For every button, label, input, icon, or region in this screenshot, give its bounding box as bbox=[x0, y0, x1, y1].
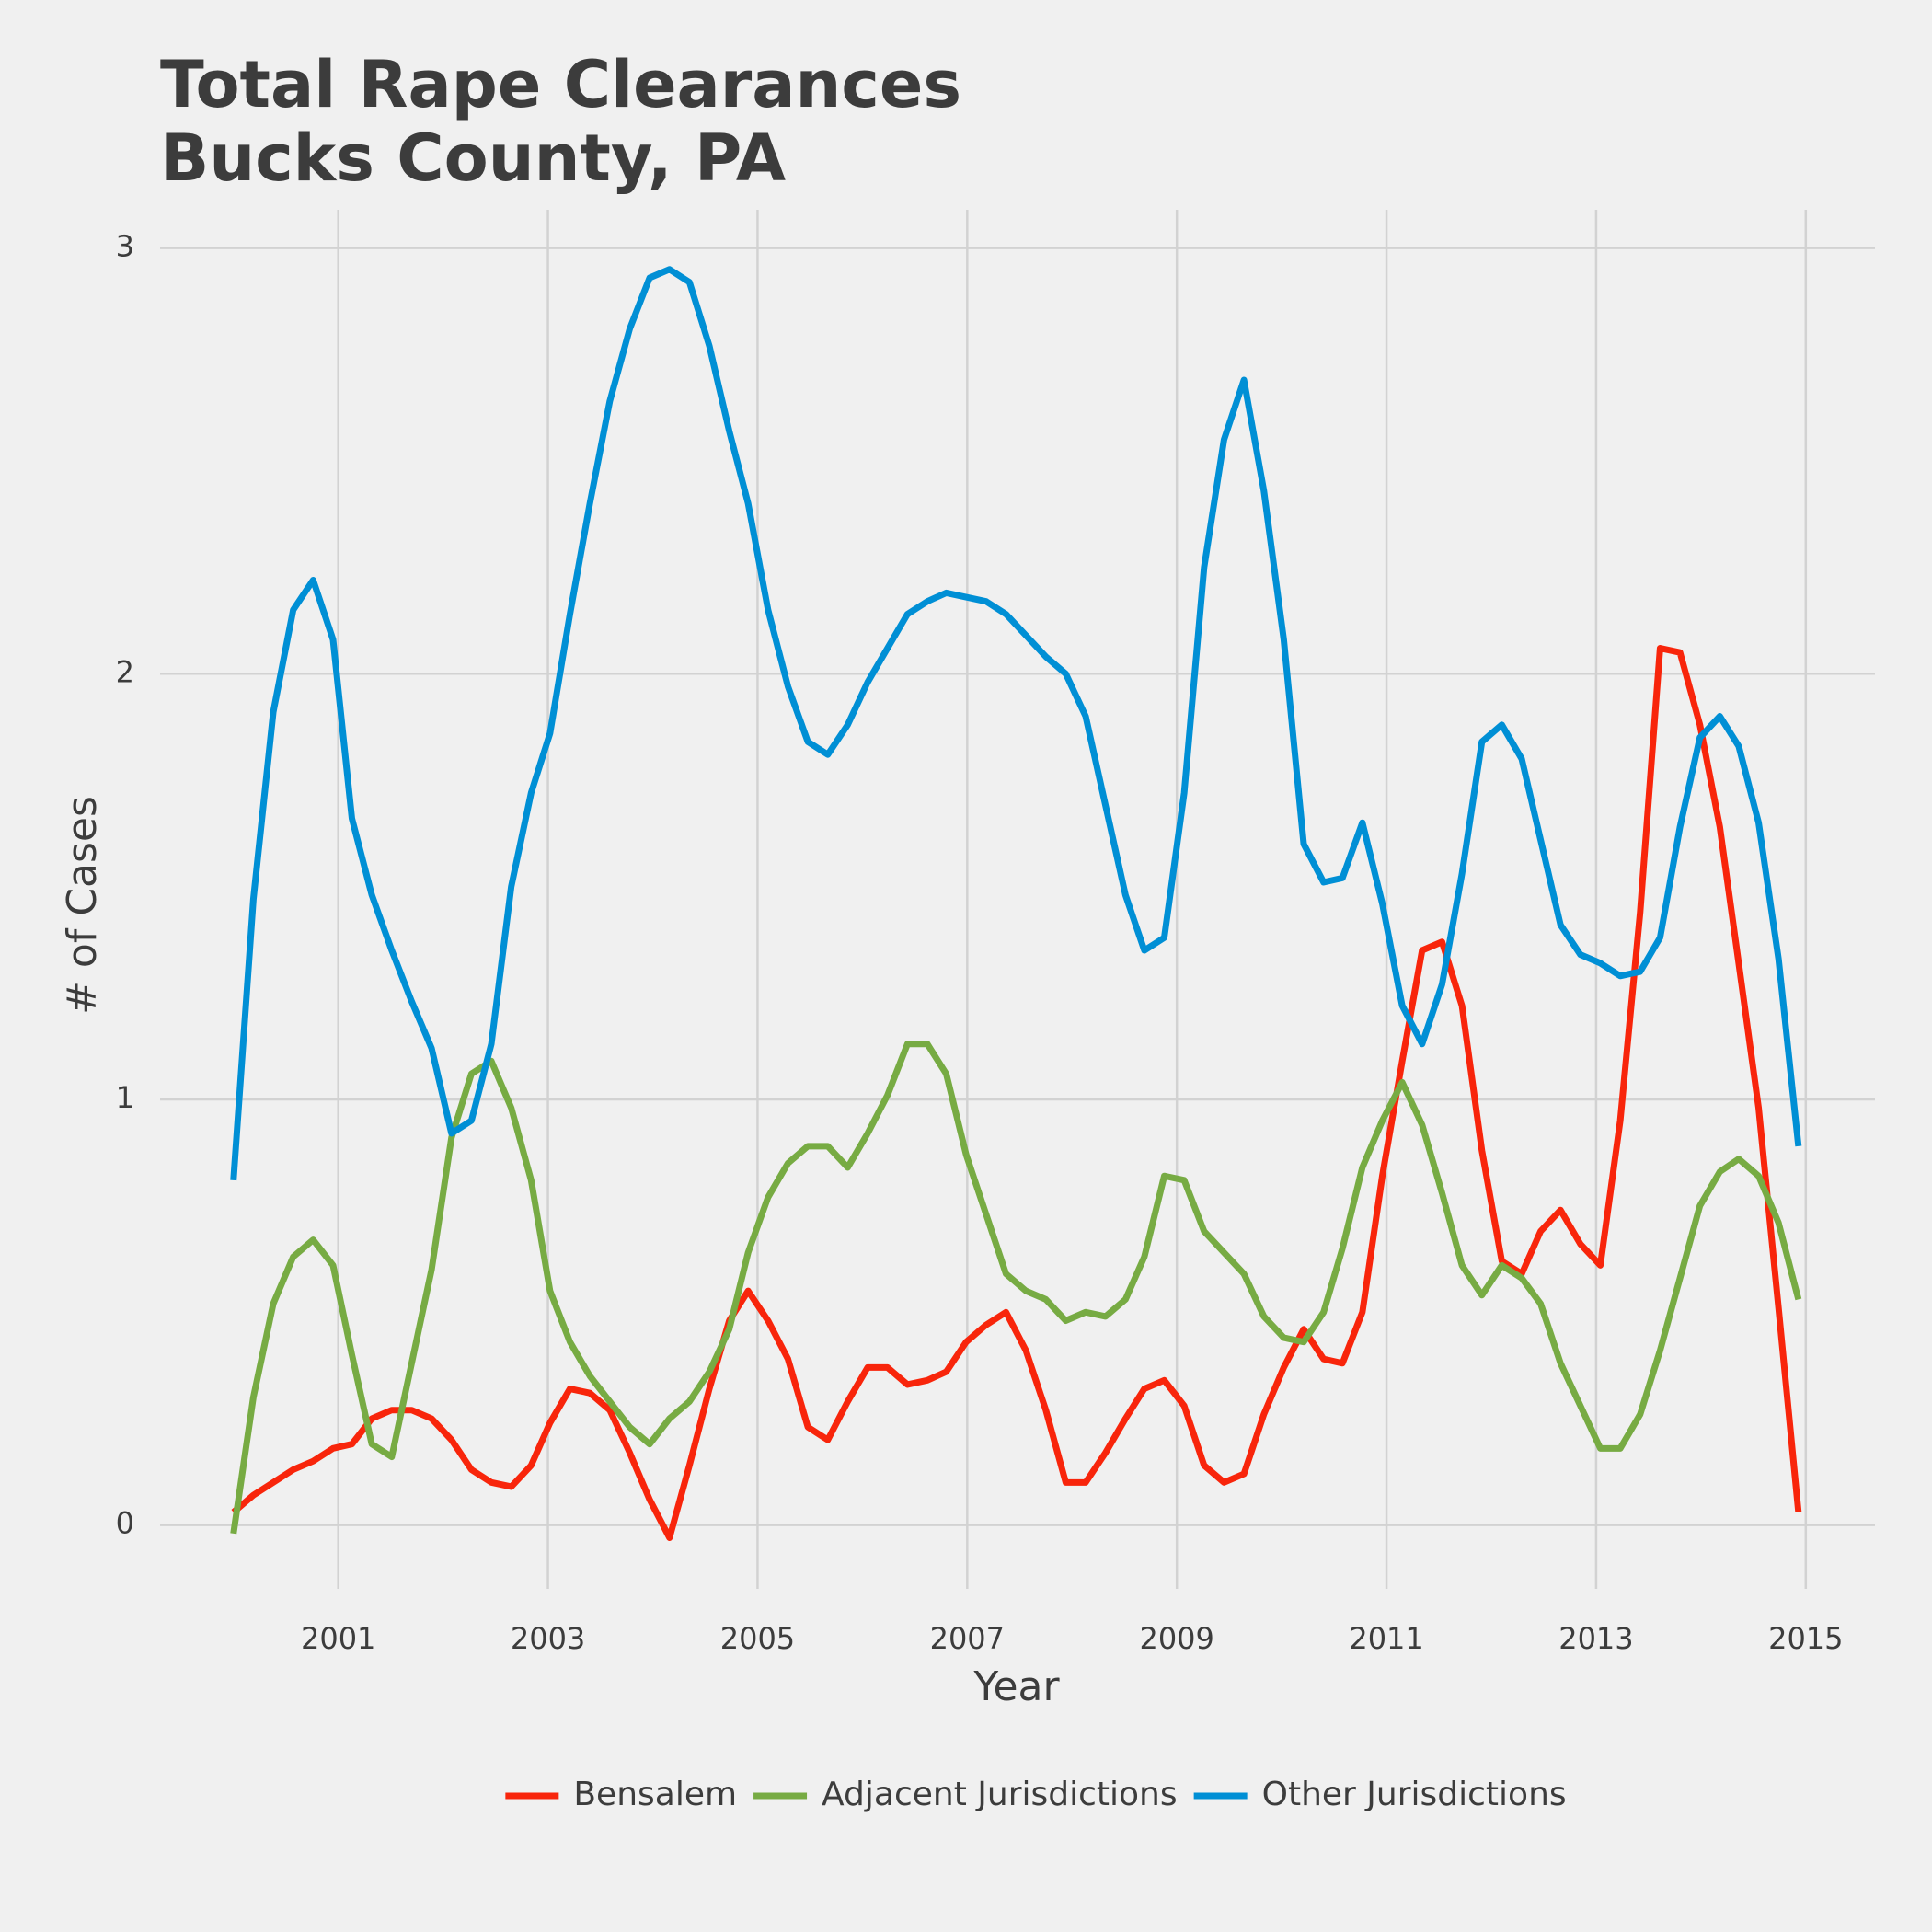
chart-title: Total Rape Clearances bbox=[160, 47, 961, 122]
x-tick-label: 2003 bbox=[511, 1621, 585, 1656]
y-tick-label: 1 bbox=[116, 1080, 134, 1115]
legend-item: Adjacent Jurisdictions bbox=[753, 1776, 1178, 1813]
y-tick-label: 0 bbox=[116, 1506, 134, 1541]
series-line bbox=[231, 645, 1802, 1541]
series-line bbox=[230, 266, 1802, 1181]
series-line bbox=[230, 1041, 1802, 1535]
y-axis-title: # of Cases bbox=[59, 796, 106, 1015]
x-tick-label: 2015 bbox=[1768, 1621, 1843, 1656]
y-tick-label: 2 bbox=[116, 654, 134, 689]
legend-label: Other Jurisdictions bbox=[1262, 1776, 1567, 1813]
x-tick-label: 2011 bbox=[1349, 1621, 1423, 1656]
x-tick-label: 2013 bbox=[1558, 1621, 1633, 1656]
chart-title: Bucks County, PA bbox=[160, 121, 786, 196]
x-tick-label: 2005 bbox=[720, 1621, 795, 1656]
legend-label: Adjacent Jurisdictions bbox=[822, 1776, 1178, 1813]
x-axis-title: Year bbox=[972, 1663, 1060, 1710]
legend-label: Bensalem bbox=[573, 1776, 737, 1813]
legend-item: Bensalem bbox=[505, 1776, 737, 1813]
x-tick-label: 2007 bbox=[930, 1621, 1005, 1656]
legend-item: Other Jurisdictions bbox=[1193, 1776, 1567, 1813]
x-tick-label: 2001 bbox=[301, 1621, 375, 1656]
y-tick-label: 3 bbox=[116, 229, 134, 264]
x-tick-label: 2009 bbox=[1139, 1621, 1213, 1656]
